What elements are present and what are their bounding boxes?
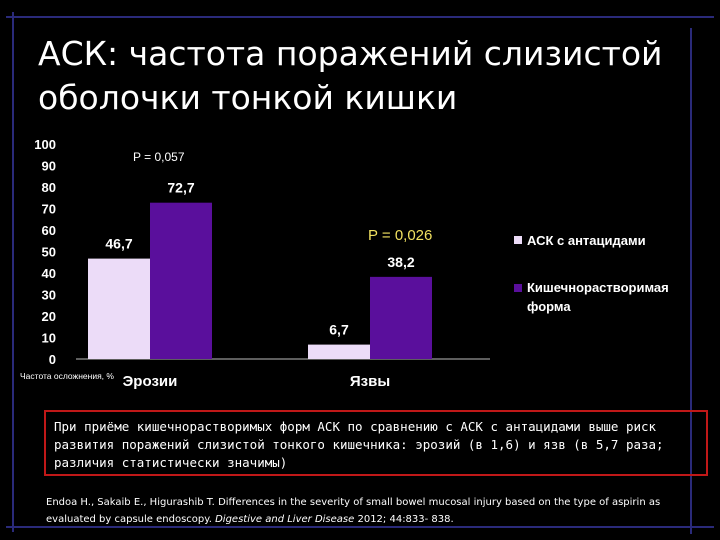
y-tick-label: 20 [42, 309, 56, 324]
bar [308, 344, 370, 359]
reference-journal: Digestive and Liver Disease [215, 514, 355, 525]
y-tick-label: 90 [42, 159, 56, 174]
x-category-label: Язвы [350, 373, 390, 390]
y-tick-label: 80 [42, 180, 56, 195]
x-category-label: Эрозии [123, 373, 178, 390]
y-tick-label: 100 [34, 137, 56, 152]
legend-label-cont: форма [527, 299, 571, 314]
data-label: 38,2 [387, 254, 414, 270]
bar [150, 202, 212, 359]
legend-swatch [514, 284, 522, 292]
y-tick-label: 10 [42, 331, 56, 346]
y-tick-label: 50 [42, 245, 56, 260]
frame-line-left [12, 12, 14, 532]
bar [370, 276, 432, 359]
reference-citation: Endoa H., Sakaib E., Higurashib T. Diffe… [46, 494, 696, 528]
y-axis-label: Частота осложнения, % [20, 371, 114, 381]
y-tick-label: 40 [42, 266, 56, 281]
frame-line-bottom [6, 526, 714, 528]
slide-title: АСК: частота поражений слизистой оболочк… [38, 34, 663, 117]
y-tick-label: 0 [49, 352, 56, 367]
data-label: 46,7 [105, 236, 132, 252]
p-value-ulcers: P = 0,026 [368, 227, 432, 244]
reference-title: Differences in the severity of small bow… [46, 497, 661, 525]
y-tick-label: 60 [42, 223, 56, 238]
conclusion-note: При приёме кишечнорастворимых форм АСК п… [44, 410, 708, 476]
reference-authors: Endoa H., Sakaib E., Higurashib T. [46, 497, 215, 508]
y-tick-label: 30 [42, 288, 56, 303]
legend-label: Кишечнорастворимая [527, 280, 669, 295]
bar [88, 258, 150, 359]
frame-line-right [690, 28, 692, 534]
legend-label: АСК с антацидами [527, 233, 646, 248]
bar-chart: 0 10 20 30 40 50 60 70 80 90 100 46,7 72,7 Эрозии 6,7 3… [20, 137, 669, 390]
legend-swatch [514, 236, 522, 244]
reference-details: 2012; 44:833- 838. [357, 514, 454, 525]
frame-line-top [6, 16, 714, 18]
y-tick-label: 70 [42, 202, 56, 217]
data-label: 72,7 [167, 180, 194, 196]
p-value-erosions: P = 0,057 [133, 150, 185, 164]
data-label: 6,7 [329, 322, 349, 338]
